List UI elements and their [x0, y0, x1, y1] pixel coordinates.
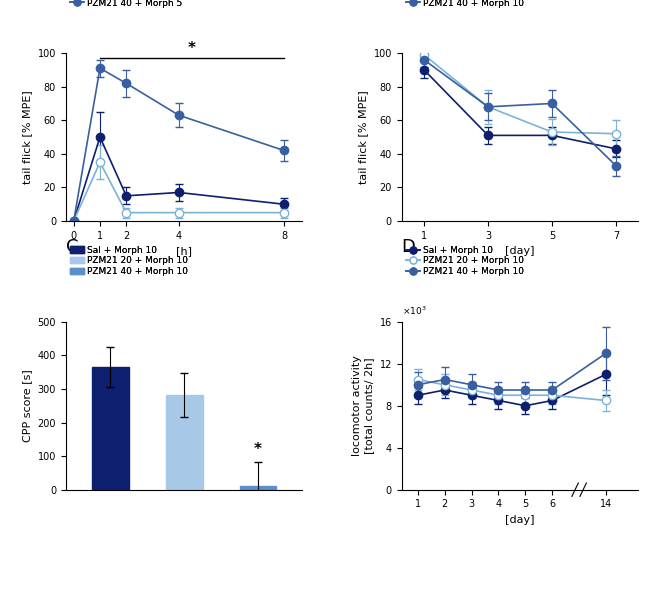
Text: A: A: [66, 0, 78, 4]
Y-axis label: locomotor activity
[total counts/ 2h]: locomotor activity [total counts/ 2h]: [353, 355, 374, 456]
Y-axis label: CPP score [s]: CPP score [s]: [22, 369, 32, 442]
Legend: Sal + Morph 10, PZM21 20 + Morph 10, PZM21 40 + Morph 10: Sal + Morph 10, PZM21 20 + Morph 10, PZM…: [406, 0, 524, 8]
Text: C: C: [66, 238, 78, 256]
Bar: [91, 367, 128, 490]
X-axis label: [h]: [h]: [176, 246, 192, 256]
X-axis label: [day]: [day]: [505, 515, 535, 525]
X-axis label: [day]: [day]: [505, 246, 535, 256]
Text: B: B: [401, 0, 414, 4]
Y-axis label: tail flick [% MPE]: tail flick [% MPE]: [22, 90, 32, 184]
Text: $\times10^3$: $\times10^3$: [401, 304, 426, 317]
Bar: [166, 395, 203, 490]
Text: *: *: [188, 41, 196, 57]
Legend: Sal + Morph 10, PZM21 20 + Morph 10, PZM21 40 + Morph 10: Sal + Morph 10, PZM21 20 + Morph 10, PZM…: [70, 245, 188, 276]
Bar: [240, 486, 276, 490]
Legend: Sal + Morph 10, PZM21 20 + Morph 10, PZM21 40 + Morph 10: Sal + Morph 10, PZM21 20 + Morph 10, PZM…: [406, 245, 524, 276]
Text: D: D: [401, 238, 416, 256]
Y-axis label: tail flick [% MPE]: tail flick [% MPE]: [358, 90, 368, 184]
Legend: Sal + Morph 5, PZM21 20 + Morph 5, PZM21 40 + Morph 5: Sal + Morph 5, PZM21 20 + Morph 5, PZM21…: [70, 0, 183, 8]
Text: *: *: [254, 442, 262, 457]
